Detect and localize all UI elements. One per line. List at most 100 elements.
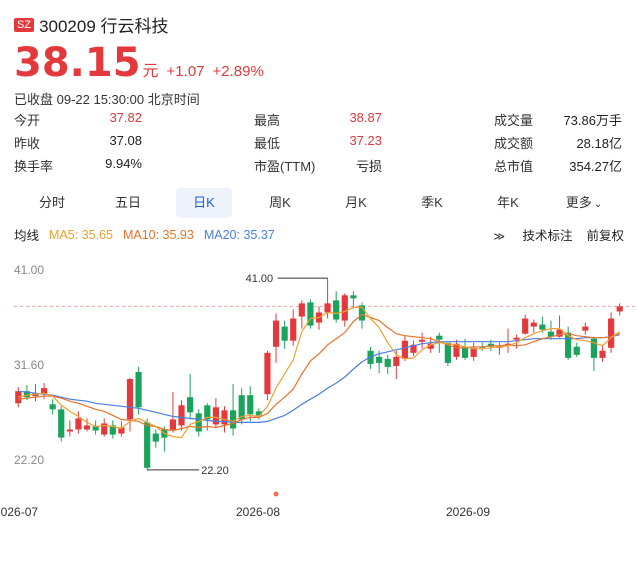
candle-body (565, 332, 572, 358)
adjust-button[interactable]: 前复权 (586, 229, 624, 243)
price-unit: 元 (142, 63, 159, 80)
candle-body (229, 410, 237, 429)
stat-value: 38.87 (349, 110, 382, 125)
tab-monthly-k[interactable]: 月K (345, 195, 367, 210)
stat-value: 37.08 (109, 133, 142, 148)
candle-body (187, 397, 194, 413)
candle-body (410, 344, 417, 353)
tab-quarterly-k[interactable]: 季K (421, 195, 443, 210)
candle-body (49, 404, 56, 410)
period-tabs: 分时 五日 日K 周K 月K 季K 年K 更多 ⌄ (14, 188, 624, 218)
candle-body (470, 347, 477, 357)
candle-body (221, 410, 228, 425)
candle-body (453, 343, 460, 357)
candle-body (92, 426, 99, 431)
min-marker-label: 22.20 (201, 465, 229, 477)
price-change-pct: +2.89% (212, 63, 264, 80)
candle-body (178, 405, 185, 426)
candle-body (75, 418, 82, 430)
stat-value: 9.94% (105, 156, 142, 171)
candle-body (272, 320, 280, 347)
candle-body (616, 306, 623, 312)
candle-body (436, 335, 443, 340)
stat-turnover-amount: 成交额 28.18亿 (494, 133, 622, 152)
ma10-value: MA10: 35.93 (122, 227, 194, 242)
candle-body (590, 338, 598, 358)
tab-more[interactable]: 更多 ⌄ (546, 188, 622, 218)
stat-turnover-rate: 换手率 9.94% (14, 156, 142, 175)
candle-body (427, 343, 434, 349)
stat-label: 总市值 (494, 159, 534, 174)
tab-yearly-k[interactable]: 年K (497, 195, 519, 210)
stat-label: 最高 (254, 113, 281, 128)
tech-annotation-button[interactable]: ≫​ 技术标注 (479, 225, 572, 244)
stat-pe: 市盈(TTM) 亏损 (254, 156, 382, 175)
stat-label: 市盈(TTM) (254, 159, 316, 174)
candle-body (401, 340, 409, 359)
candle-body (212, 407, 219, 425)
ma20-value: MA20: 35.37 (203, 227, 275, 242)
ma10-line (18, 313, 620, 432)
candle-body (118, 427, 125, 434)
candle-body (135, 371, 142, 408)
stock-header: SZ 300209 行云科技 (14, 12, 169, 37)
tool-icon: ≫​ (493, 231, 505, 243)
quote-row: 38.15 元 +1.07 +2.89% (14, 40, 272, 86)
candle-body (582, 326, 589, 331)
candle-body (238, 395, 245, 420)
candle-body (58, 409, 65, 438)
candle-body (290, 318, 297, 341)
candle-body (522, 318, 529, 334)
candle-body (419, 339, 426, 342)
candle-body (547, 331, 555, 337)
candle-body (195, 413, 202, 432)
x-tick-label: 2026-08 (236, 505, 280, 519)
candle-body (169, 419, 177, 430)
tab-weekly-k[interactable]: 周K (269, 195, 291, 210)
stat-low: 最低 37.23 (254, 133, 382, 152)
candle-body (573, 346, 580, 355)
candle-body (126, 379, 134, 420)
candle-body (255, 411, 262, 416)
y-tick-label: 31.60 (14, 358, 44, 372)
kline-chart[interactable]: 41.00 31.60 22.20 41.00 22.20 2026-07 2026-08 2… (0, 248, 638, 520)
candle-body (530, 322, 537, 327)
stat-high: 最高 38.87 (254, 110, 382, 129)
candle-body (152, 433, 159, 442)
stats-row: 今开 37.82 最高 38.87 成交量 73.86万手 (14, 108, 624, 131)
ma-legend: 均线 MA5: 35.65 MA10: 35.93 MA20: 35.37 ≫​… (14, 225, 624, 244)
max-marker-label: 41.00 (246, 273, 274, 285)
candle-body (247, 395, 254, 415)
candle-body (15, 391, 22, 404)
candle-body (144, 422, 151, 468)
y-tick-label: 41.00 (14, 263, 44, 277)
candle-body (599, 350, 606, 358)
last-price: 38.15 (14, 40, 141, 86)
stat-market-cap: 总市值 354.27亿 (494, 156, 622, 175)
stat-volume: 成交量 73.86万手 (494, 110, 622, 129)
candle-body (608, 318, 615, 348)
stock-title: 300209 行云科技 (39, 17, 169, 36)
stat-value: 37.82 (109, 110, 142, 125)
candle-body (358, 305, 366, 321)
candle-body (350, 295, 357, 299)
candle-body (556, 329, 563, 337)
candle-body (341, 295, 348, 321)
tab-intraday[interactable]: 分时 (38, 195, 65, 210)
candle-body (66, 429, 73, 432)
stat-label: 今开 (14, 113, 41, 128)
stat-prev-close: 昨收 37.08 (14, 133, 142, 152)
stat-value: 亏损 (355, 159, 382, 174)
candle-body (109, 425, 116, 435)
candle-body (23, 391, 30, 398)
candle-body (264, 352, 271, 395)
tab-more-label: 更多 (565, 195, 592, 210)
tech-annotation-label: 技术标注 (522, 229, 573, 243)
price-change: +1.07 (166, 63, 205, 80)
stat-label: 成交额 (494, 136, 534, 151)
candle-body (324, 303, 331, 313)
tab-five-day[interactable]: 五日 (114, 195, 141, 210)
ma20-line (18, 334, 620, 423)
candle-body (376, 356, 383, 363)
tab-daily-k[interactable]: 日K (176, 188, 232, 218)
